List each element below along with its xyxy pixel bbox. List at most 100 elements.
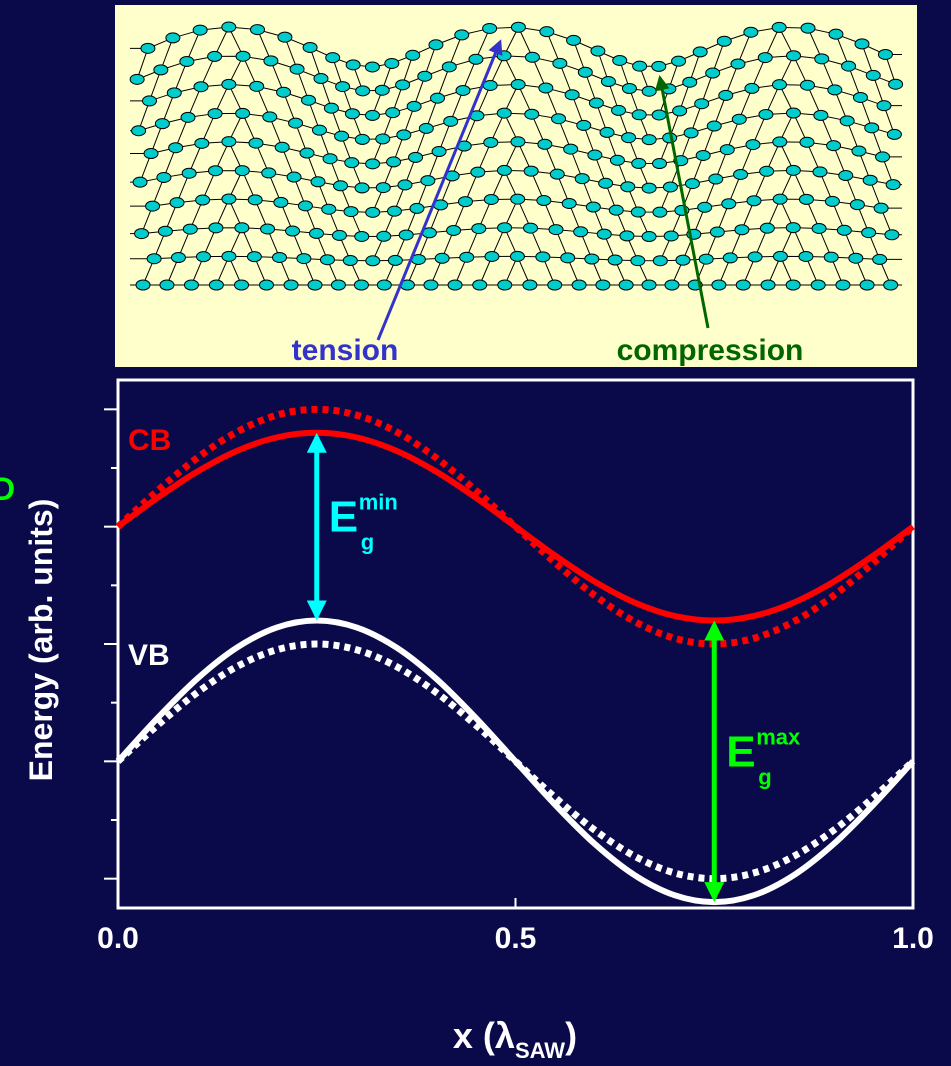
atom bbox=[800, 80, 814, 90]
atom bbox=[699, 254, 713, 264]
atom bbox=[388, 255, 402, 265]
atom bbox=[511, 80, 525, 90]
series-label: VB bbox=[128, 639, 170, 672]
atom bbox=[444, 116, 458, 126]
atom bbox=[800, 137, 814, 147]
atom bbox=[418, 71, 432, 81]
atom bbox=[612, 105, 626, 115]
atom bbox=[873, 254, 887, 264]
gap-label-sub: g bbox=[758, 764, 771, 789]
atom bbox=[366, 159, 380, 169]
atom bbox=[297, 254, 311, 264]
atom bbox=[610, 155, 624, 165]
atom bbox=[536, 252, 550, 262]
atom bbox=[343, 256, 357, 266]
atom bbox=[183, 224, 197, 234]
atom bbox=[275, 142, 289, 152]
atom bbox=[497, 108, 511, 118]
x-tick-label: 1.0 bbox=[892, 922, 934, 955]
atom bbox=[447, 225, 461, 235]
atom bbox=[664, 231, 678, 241]
atom bbox=[696, 150, 710, 160]
atom bbox=[336, 82, 350, 92]
atom bbox=[815, 54, 829, 64]
atom bbox=[277, 87, 291, 97]
atom bbox=[525, 52, 539, 62]
atom bbox=[866, 70, 880, 80]
atom bbox=[887, 129, 901, 139]
atom bbox=[591, 46, 605, 56]
atom bbox=[429, 40, 443, 50]
atom bbox=[758, 53, 772, 63]
atom bbox=[877, 101, 891, 111]
atom bbox=[642, 135, 656, 145]
atom bbox=[356, 86, 370, 96]
atom bbox=[194, 82, 208, 92]
atom bbox=[860, 280, 874, 290]
atom bbox=[578, 67, 592, 77]
atom bbox=[548, 280, 562, 290]
atom bbox=[209, 223, 223, 233]
atom bbox=[262, 168, 276, 178]
atom bbox=[377, 280, 391, 290]
gap-label: E bbox=[329, 493, 358, 542]
atom bbox=[303, 42, 317, 52]
atom bbox=[712, 280, 726, 290]
atom bbox=[261, 224, 275, 234]
atom bbox=[387, 157, 401, 167]
atom bbox=[799, 194, 813, 204]
atom bbox=[786, 223, 800, 233]
atom bbox=[182, 168, 196, 178]
atom bbox=[147, 254, 161, 264]
atom bbox=[497, 51, 511, 61]
atom bbox=[538, 139, 552, 149]
atom bbox=[222, 79, 236, 89]
atom bbox=[311, 177, 325, 187]
atom bbox=[335, 131, 349, 141]
atom bbox=[652, 110, 666, 120]
atom bbox=[608, 255, 622, 265]
atom bbox=[561, 253, 575, 263]
annotation: D bbox=[0, 471, 15, 507]
atom bbox=[171, 253, 185, 263]
atom bbox=[157, 172, 171, 182]
atom bbox=[850, 200, 864, 210]
atom bbox=[599, 178, 613, 188]
atom bbox=[552, 114, 566, 124]
atom bbox=[685, 179, 699, 189]
atom bbox=[653, 207, 667, 217]
atom bbox=[719, 90, 733, 100]
atom bbox=[622, 83, 636, 93]
atom bbox=[553, 58, 567, 68]
atom bbox=[849, 253, 863, 263]
atom bbox=[235, 280, 249, 290]
atom bbox=[209, 166, 223, 176]
atom bbox=[707, 121, 721, 131]
atom bbox=[424, 280, 438, 290]
atom bbox=[376, 183, 390, 193]
atom bbox=[146, 201, 160, 211]
atom bbox=[842, 61, 856, 71]
atom bbox=[180, 56, 194, 66]
atom bbox=[484, 137, 498, 147]
atom bbox=[761, 280, 775, 290]
atom bbox=[498, 280, 512, 290]
atom bbox=[601, 77, 615, 87]
page: tension compression 0.00.51.0CBVBEmingEm… bbox=[0, 0, 951, 1066]
atom bbox=[460, 252, 474, 262]
atom bbox=[600, 127, 614, 137]
atom bbox=[824, 252, 838, 262]
atom bbox=[483, 80, 497, 90]
atom bbox=[511, 137, 525, 147]
y-axis-label: Energy (arb. units) bbox=[23, 499, 59, 782]
atom bbox=[160, 280, 174, 290]
atom bbox=[684, 128, 698, 138]
atom bbox=[621, 182, 635, 192]
atom bbox=[510, 251, 524, 261]
atom bbox=[613, 55, 627, 65]
series-line bbox=[118, 433, 913, 621]
atom bbox=[665, 280, 679, 290]
atom bbox=[419, 123, 433, 133]
atom bbox=[710, 227, 724, 237]
atom bbox=[698, 202, 712, 212]
